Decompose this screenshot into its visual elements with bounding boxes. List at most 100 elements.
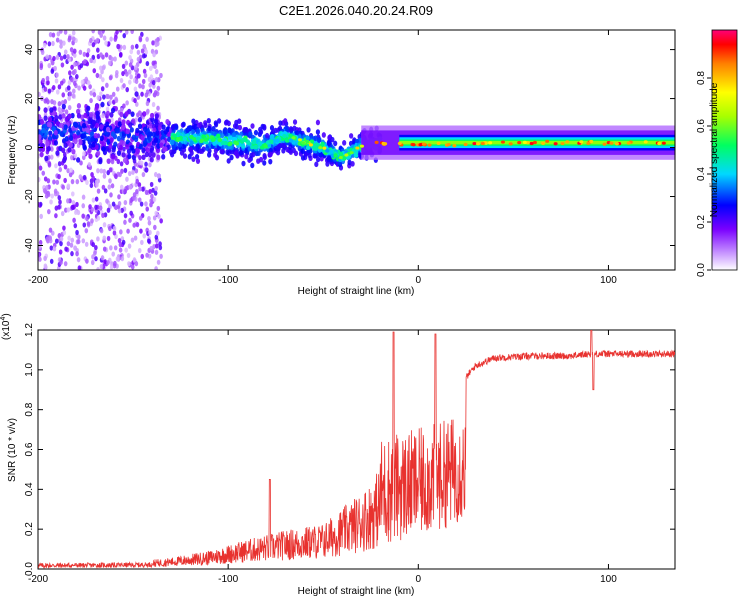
heat-noise-cell [38, 243, 42, 249]
heat-noise-cell [159, 72, 163, 79]
heat-band-cell [163, 129, 168, 135]
heat-noise-cell [124, 60, 129, 66]
heat-noise-cell [59, 55, 64, 61]
heat-band-cell [116, 135, 122, 142]
heat-band-cell [326, 140, 332, 147]
colorbar-tick-label: 0.2 [696, 215, 707, 229]
heat-peak-cell [383, 142, 388, 146]
heat-noise-cell [45, 54, 49, 60]
heat-band-cell [114, 128, 120, 134]
heat-band-cell [43, 107, 48, 113]
heat-peak-cell [436, 141, 441, 146]
heat-noise-cell [99, 52, 103, 58]
heat-noise-cell [118, 171, 122, 178]
heat-band-cell [53, 129, 58, 136]
heat-peak-cell [349, 151, 354, 155]
heat-noise-cell [62, 225, 66, 231]
heat-band-cell [41, 127, 46, 134]
heat-noise-cell [137, 73, 141, 79]
heat-band-cell [76, 103, 82, 109]
heat-peak-cell [480, 141, 485, 146]
heat-noise-cell [96, 236, 100, 242]
heat-noise-cell [122, 33, 127, 39]
snr-scale-close: ) [1, 313, 12, 316]
heat-noise-cell [85, 52, 90, 58]
heat-band-cell [101, 146, 106, 152]
heat-band-cell [262, 154, 267, 161]
heat-band-cell [122, 157, 128, 164]
heat-band-cell [293, 150, 299, 157]
heat-band-cell [191, 118, 196, 125]
heat-noise-cell [64, 109, 69, 115]
heat-band-cell [59, 122, 64, 129]
heat-band-cell [131, 154, 136, 161]
heat-band-cell [250, 162, 255, 169]
heat-band-cell [142, 111, 147, 117]
heat-band-cell [262, 160, 267, 166]
heat-noise-cell [85, 179, 89, 185]
heat-band-cell [117, 121, 122, 127]
heat-band-cell [131, 148, 136, 154]
heat-peak-cell [529, 141, 534, 146]
heat-band-cell [220, 132, 225, 139]
heat-noise-cell [38, 176, 41, 183]
heat-noise-cell [63, 30, 68, 35]
heat-noise-cell [102, 168, 107, 175]
heat-noise-cell [47, 41, 52, 47]
heat-noise-cell [59, 39, 63, 45]
heat-noise-cell [40, 49, 45, 55]
spectrogram-xtick-label: -200 [28, 275, 48, 286]
heat-band-cell [253, 129, 259, 136]
heat-noise-cell [147, 220, 152, 226]
heat-noise-cell [114, 173, 118, 180]
heat-noise-cell [135, 222, 140, 228]
heat-band-cell [211, 125, 216, 132]
heat-noise-cell [99, 228, 104, 234]
heat-noise-cell [73, 153, 78, 159]
heat-band-cell [258, 126, 263, 133]
heat-noise-cell [43, 263, 48, 269]
spectrogram-ytick-label: 20 [24, 93, 35, 105]
heat-noise-cell [134, 101, 139, 107]
heat-noise-cell [42, 187, 47, 194]
heat-noise-cell [113, 260, 117, 266]
heat-band-cell [91, 142, 96, 148]
heat-noise-cell [110, 56, 114, 62]
heat-ridge-cell [211, 137, 216, 142]
heat-ridge-cell [182, 136, 187, 141]
heat-band-cell [152, 127, 157, 134]
heat-noise-cell [135, 178, 140, 184]
heat-band-cell [141, 147, 146, 154]
heat-noise-cell [94, 196, 99, 202]
heat-noise-cell [59, 43, 63, 49]
snr-xtick-label: 0 [416, 574, 422, 585]
heat-noise-cell [69, 242, 74, 248]
heat-band-cell [155, 147, 161, 154]
heat-noise-cell [57, 195, 62, 201]
heat-noise-cell [123, 167, 128, 174]
heat-noise-cell [69, 167, 73, 173]
heat-peak-cell [301, 141, 306, 145]
heat-peak-cell [291, 136, 296, 140]
heat-noise-cell [153, 224, 157, 231]
heat-noise-cell [75, 73, 79, 80]
heat-noise-cell [91, 30, 96, 34]
heat-noise-cell [50, 146, 54, 152]
heat-noise-cell [103, 259, 107, 265]
heat-band-cell [47, 116, 53, 123]
heat-noise-cell [86, 221, 91, 227]
heat-noise-cell [146, 108, 150, 114]
heat-noise-cell [130, 264, 135, 270]
heat-noise-cell [61, 184, 66, 190]
heat-band-cell [182, 153, 188, 159]
heat-noise-cell [125, 87, 130, 93]
heat-noise-cell [59, 30, 63, 34]
heat-noise-cell [134, 43, 139, 49]
heat-noise-cell [46, 80, 50, 86]
heat-noise-cell [89, 57, 93, 64]
heat-band-cell [244, 153, 249, 160]
heat-band-cell [87, 118, 92, 125]
heat-band-cell [61, 103, 66, 110]
heat-band-cell [71, 148, 76, 155]
heat-noise-cell [136, 56, 141, 62]
